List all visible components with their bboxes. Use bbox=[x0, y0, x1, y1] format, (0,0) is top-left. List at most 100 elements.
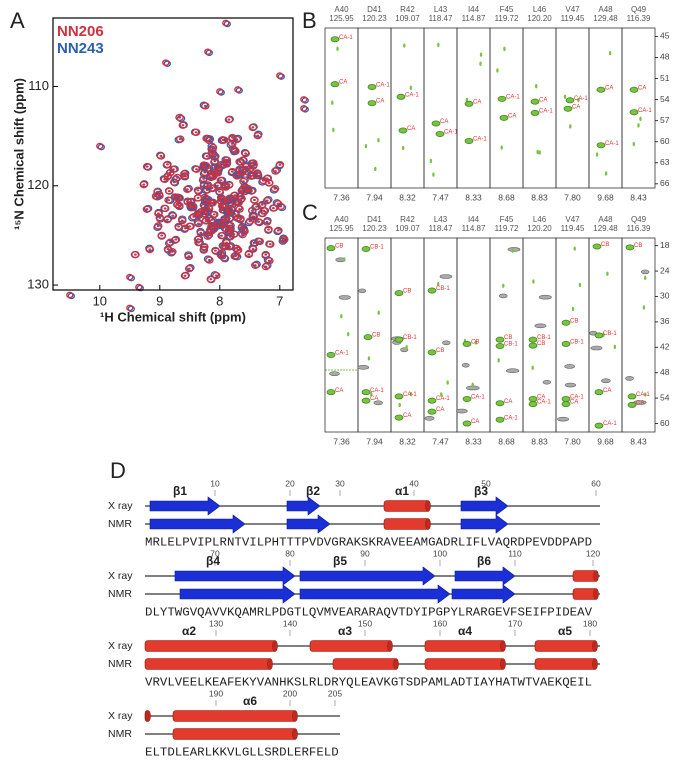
peak bbox=[220, 234, 223, 237]
peak bbox=[221, 204, 224, 207]
y-tick-label: 48 bbox=[660, 367, 670, 377]
peak bbox=[201, 217, 211, 225]
ruler-number: 205 bbox=[328, 688, 342, 698]
background-peak bbox=[338, 295, 351, 300]
y-tick-label: 120 bbox=[27, 177, 49, 192]
peak-label: CA-1 bbox=[339, 35, 353, 41]
peak bbox=[256, 134, 260, 137]
minor-peak bbox=[637, 123, 640, 128]
ruler-number: 180 bbox=[583, 618, 597, 628]
peak bbox=[233, 134, 243, 143]
peak bbox=[210, 271, 220, 279]
strip-frame bbox=[390, 27, 425, 189]
peak bbox=[217, 223, 221, 226]
alpha-helix bbox=[172, 710, 298, 722]
strip-frame bbox=[357, 27, 392, 189]
peak bbox=[196, 189, 200, 192]
peak bbox=[251, 247, 255, 251]
minor-peak bbox=[405, 345, 408, 350]
peak bbox=[178, 116, 182, 119]
peak bbox=[235, 170, 245, 178]
y-tick-label: 66 bbox=[660, 178, 670, 188]
peak-label: CB-1 bbox=[504, 342, 518, 348]
peak bbox=[281, 238, 285, 241]
peak bbox=[244, 152, 248, 155]
minor-peak bbox=[340, 314, 343, 319]
ruler-number: 70 bbox=[210, 548, 220, 558]
strip-n-shift: 114.87 bbox=[462, 14, 486, 23]
peak bbox=[271, 206, 275, 210]
peak bbox=[246, 187, 250, 190]
y-axis-label: ¹⁵N Chemical shift (ppm) bbox=[11, 78, 26, 230]
strip-h-shift: 7.94 bbox=[366, 436, 383, 446]
y-tick-label: 48 bbox=[660, 52, 670, 62]
peak bbox=[200, 202, 210, 211]
peak bbox=[279, 205, 283, 208]
panel-label: D bbox=[110, 458, 126, 483]
row-label: NMR bbox=[108, 658, 132, 670]
peak bbox=[248, 220, 252, 223]
peak bbox=[272, 166, 282, 174]
strip-h-shift: 8.32 bbox=[399, 436, 416, 446]
helix-cap bbox=[292, 710, 298, 722]
strip-residue: R42 bbox=[400, 5, 415, 14]
element-label: β1 bbox=[173, 484, 187, 498]
peak-label: CA-1 bbox=[636, 392, 650, 398]
background-peak bbox=[557, 416, 570, 422]
y-tick-label: 18 bbox=[660, 240, 670, 250]
peak-label: CA-1 bbox=[471, 395, 485, 401]
strip-residue: V47 bbox=[565, 215, 580, 224]
peak bbox=[233, 214, 243, 222]
row-label: NMR bbox=[108, 518, 132, 530]
strip-residue: F45 bbox=[500, 5, 514, 14]
peak bbox=[462, 395, 472, 402]
peak bbox=[192, 215, 196, 218]
minor-peak bbox=[496, 68, 499, 73]
peak bbox=[185, 188, 189, 191]
peak bbox=[178, 138, 182, 141]
peak bbox=[252, 171, 262, 179]
peak-label: CB bbox=[537, 341, 545, 347]
peak bbox=[222, 19, 230, 27]
peak bbox=[156, 190, 160, 194]
peak bbox=[177, 216, 187, 225]
peak bbox=[217, 232, 226, 240]
peak-label: CA bbox=[570, 400, 578, 406]
peak bbox=[177, 204, 181, 207]
background-peak bbox=[357, 365, 370, 370]
peak bbox=[594, 389, 604, 396]
peak-label: CA bbox=[335, 388, 343, 394]
y-tick-label: 54 bbox=[660, 94, 670, 104]
peak bbox=[227, 140, 237, 148]
alpha-helix bbox=[424, 658, 506, 670]
peak-label: CA bbox=[603, 388, 611, 394]
y-tick-label: 130 bbox=[27, 276, 49, 291]
ruler-number: 170 bbox=[508, 618, 522, 628]
peak bbox=[232, 135, 242, 144]
peak bbox=[265, 177, 269, 180]
peak bbox=[205, 256, 214, 264]
peak bbox=[224, 115, 234, 124]
peak bbox=[202, 245, 206, 248]
peak bbox=[126, 304, 134, 312]
minor-peak bbox=[474, 340, 478, 345]
helix-cap bbox=[267, 658, 273, 670]
alpha-helix bbox=[172, 728, 298, 740]
y-tick-label: 110 bbox=[28, 78, 49, 93]
peak bbox=[627, 401, 637, 408]
peak bbox=[241, 188, 244, 192]
strip-n-shift: 120.20 bbox=[527, 14, 552, 23]
peak bbox=[199, 201, 209, 209]
strip-n-shift: 116.39 bbox=[627, 14, 651, 23]
strip-frame bbox=[489, 27, 524, 189]
peak bbox=[211, 271, 221, 280]
strip-frame bbox=[621, 237, 656, 433]
peak bbox=[217, 252, 227, 260]
peak-label: CA bbox=[440, 119, 448, 125]
peak bbox=[163, 160, 172, 169]
strip-residue: F45 bbox=[500, 215, 514, 224]
peak bbox=[300, 96, 308, 103]
ruler-number: 190 bbox=[209, 688, 223, 698]
peak bbox=[561, 319, 571, 326]
peak bbox=[171, 214, 175, 217]
